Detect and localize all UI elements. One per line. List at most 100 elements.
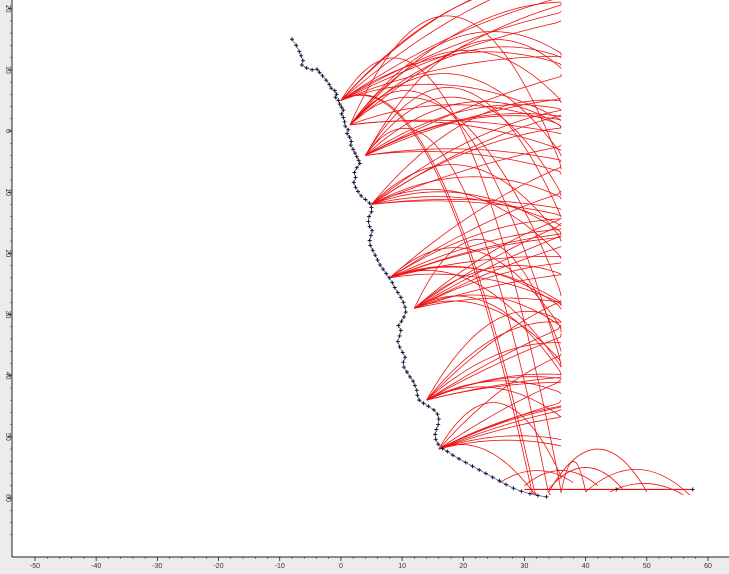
profile-point xyxy=(535,493,540,498)
profile-point xyxy=(299,62,304,67)
trajectory-line xyxy=(365,96,562,197)
trajectory-line xyxy=(365,115,562,156)
trajectory-line xyxy=(350,119,562,135)
y-tick-label: 10 xyxy=(4,66,11,74)
trajectory-line xyxy=(438,379,562,450)
y-tick-label: 10 xyxy=(4,188,11,196)
profile-point xyxy=(341,108,346,113)
profile-point xyxy=(370,248,375,253)
trajectory-line xyxy=(371,200,562,217)
profile-point xyxy=(456,456,461,461)
trajectory-line xyxy=(389,166,562,279)
profile-point xyxy=(433,437,438,442)
trajectory-line xyxy=(389,265,562,310)
y-tick-label: 20 xyxy=(4,5,11,13)
trajectory-line xyxy=(389,273,562,306)
profile-point xyxy=(336,98,341,103)
profile-point xyxy=(400,350,405,355)
trajectory-line xyxy=(365,97,562,156)
trajectory-line xyxy=(349,90,562,368)
trajectory-line xyxy=(414,295,562,376)
profile-point xyxy=(403,355,408,360)
profile-point xyxy=(329,86,334,91)
x-tick-label: 0 xyxy=(339,563,343,570)
trajectory-bounce xyxy=(499,470,574,484)
profile-point xyxy=(345,131,350,136)
trajectory-line xyxy=(414,274,562,309)
trajectory-line xyxy=(340,10,562,101)
profile-point xyxy=(395,290,400,295)
profile-point xyxy=(366,219,371,224)
profile-point xyxy=(381,267,386,272)
profile-point xyxy=(363,197,368,202)
profile-point xyxy=(356,189,361,194)
profile-point xyxy=(395,339,400,344)
profile-point xyxy=(300,58,305,63)
trajectory-line xyxy=(389,269,562,368)
trajectory-line xyxy=(414,297,562,309)
profile-point xyxy=(401,314,406,319)
trajectory-bounce xyxy=(524,470,599,487)
x-tick-label: -50 xyxy=(30,563,40,570)
x-tick-label: -30 xyxy=(152,563,162,570)
profile-point xyxy=(477,467,482,472)
profile-point xyxy=(339,111,344,116)
profile-point xyxy=(368,233,373,238)
trajectory-line xyxy=(371,196,562,227)
profile-point xyxy=(378,262,383,267)
y-tick-label: 50 xyxy=(4,433,11,441)
trajectory-line xyxy=(438,444,537,496)
profile-point xyxy=(375,258,380,263)
profile-point xyxy=(403,305,408,310)
trajectory-line xyxy=(371,114,562,205)
trajectory-line xyxy=(438,408,562,450)
profile-point xyxy=(426,404,431,409)
profile-point xyxy=(324,78,329,83)
profile-point xyxy=(398,295,403,300)
x-axis-ticks: -50 -40 -30 -20 -10 0 10 20 30 40 50 60 xyxy=(30,557,712,570)
trajectory-line xyxy=(438,415,562,450)
profile-point xyxy=(396,323,401,328)
trajectory-line xyxy=(365,39,562,156)
profile-point xyxy=(511,486,516,491)
profile-point xyxy=(504,482,509,487)
profile-point xyxy=(483,471,488,476)
trajectory-line xyxy=(365,151,562,175)
trajectory-line xyxy=(371,191,562,236)
trajectory-line xyxy=(414,262,562,309)
trajectory-bounce xyxy=(548,448,648,493)
trajectory-line xyxy=(371,109,562,205)
trajectory-line xyxy=(426,380,562,401)
profile-point xyxy=(343,124,348,129)
profile-point xyxy=(354,154,359,159)
trajectory-line xyxy=(349,96,562,297)
trajectory-line xyxy=(349,1,562,126)
profile-point xyxy=(347,135,352,140)
profile-point xyxy=(294,43,299,48)
profile-point xyxy=(367,214,372,219)
profile-point xyxy=(403,310,408,315)
profile-point xyxy=(333,95,338,100)
trajectory-line xyxy=(438,402,562,479)
trajectory-line xyxy=(438,400,562,450)
x-tick-label: 40 xyxy=(582,563,590,570)
trajectory-line xyxy=(365,100,562,156)
profile-point xyxy=(434,427,439,432)
profile-point xyxy=(544,494,549,499)
trajectory-line xyxy=(414,217,562,309)
profile-point xyxy=(354,165,359,170)
profile-point xyxy=(450,453,455,458)
x-axis-strip xyxy=(0,557,729,574)
trajectory-line xyxy=(340,0,554,101)
trajectory-line xyxy=(426,324,562,401)
trajectory-line xyxy=(371,176,562,205)
profile-point xyxy=(401,360,406,365)
profile-point xyxy=(431,407,436,412)
trajectory-line xyxy=(426,342,562,401)
profile-point xyxy=(519,489,524,494)
profile-point xyxy=(433,432,438,437)
trajectory-line xyxy=(438,353,562,450)
trajectory-line xyxy=(414,235,562,309)
profile-point xyxy=(332,88,337,93)
trajectory-line xyxy=(426,300,562,401)
